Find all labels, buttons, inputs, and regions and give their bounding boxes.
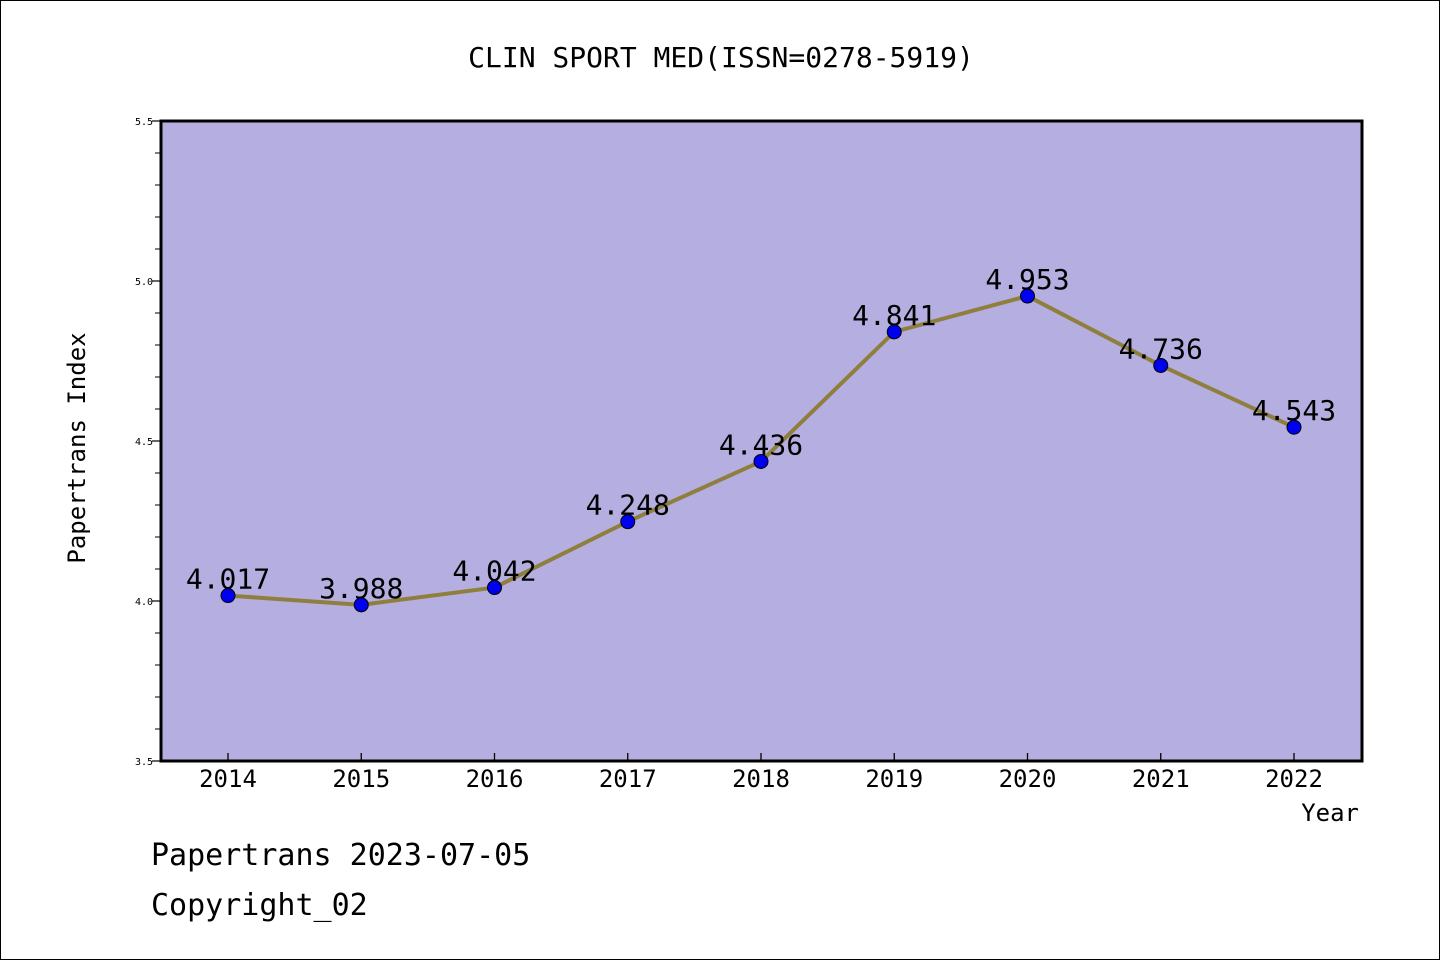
footer-date: Papertrans 2023-07-05 bbox=[151, 838, 530, 873]
data-point bbox=[1153, 357, 1169, 373]
data-point bbox=[220, 588, 236, 604]
x-tick-label: 2019 bbox=[865, 765, 923, 793]
x-tick-label: 2017 bbox=[599, 765, 657, 793]
plot-area bbox=[159, 119, 1364, 763]
chart-title: CLIN SPORT MED(ISSN=0278-5919) bbox=[468, 41, 974, 74]
y-axis-minor-ticks bbox=[152, 120, 161, 762]
y-axis-title: Papertrans Index bbox=[63, 332, 91, 563]
x-tick-label: 2014 bbox=[199, 765, 257, 793]
x-tick-label: 2020 bbox=[999, 765, 1057, 793]
y-axis-tick-labels: 3.5 4.0 4.5 5.0 5.5 bbox=[135, 117, 153, 768]
x-tick-label: 2022 bbox=[1265, 765, 1323, 793]
x-axis-ticks bbox=[227, 753, 1295, 761]
x-tick-label: 2016 bbox=[466, 765, 524, 793]
x-axis-title: Year bbox=[1301, 799, 1359, 827]
y-tick-label: 5.5 bbox=[135, 117, 153, 128]
data-point bbox=[1286, 419, 1302, 435]
data-point bbox=[753, 453, 769, 469]
x-axis-tick-labels: 2014 2015 2016 2017 2018 2019 2020 2021 2022 bbox=[199, 765, 1323, 793]
x-tick-label: 2018 bbox=[732, 765, 790, 793]
data-points bbox=[220, 288, 1302, 613]
footer-copyright: Copyright_02 bbox=[151, 888, 368, 923]
y-tick-label: 4.5 bbox=[135, 437, 153, 448]
data-point bbox=[620, 514, 636, 530]
y-tick-label: 3.5 bbox=[135, 757, 153, 768]
data-point bbox=[353, 597, 369, 613]
x-tick-label: 2021 bbox=[1132, 765, 1190, 793]
y-tick-label: 4.0 bbox=[135, 597, 153, 608]
data-point bbox=[1020, 288, 1035, 304]
data-point bbox=[886, 324, 902, 340]
y-tick-label: 5.0 bbox=[135, 277, 153, 288]
x-tick-label: 2015 bbox=[332, 765, 390, 793]
data-point bbox=[487, 580, 502, 596]
